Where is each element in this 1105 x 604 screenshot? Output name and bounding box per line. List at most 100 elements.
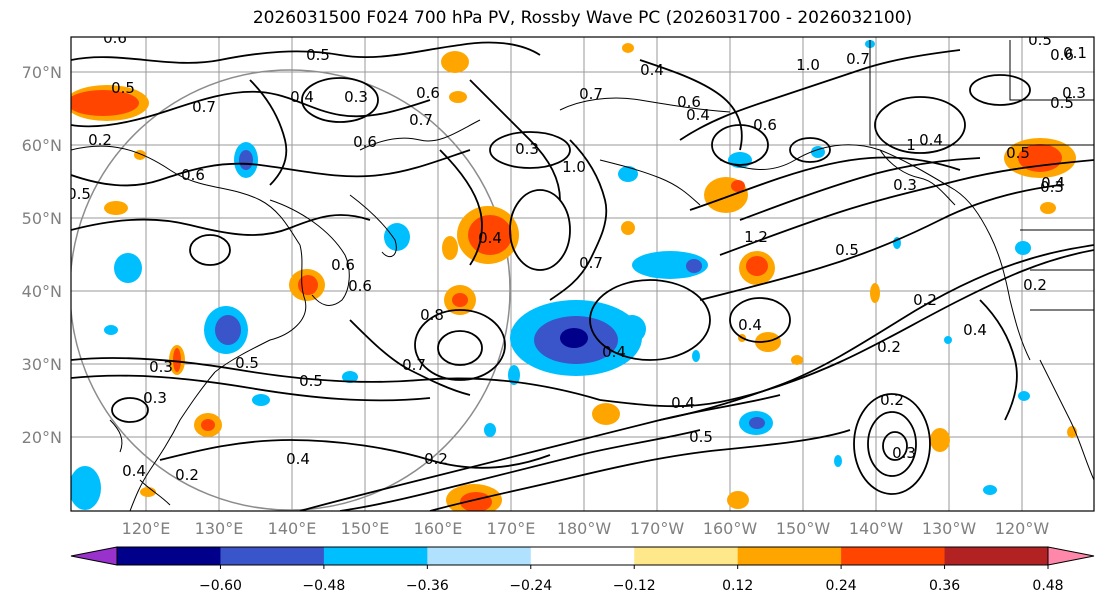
contour-label: 0.8 — [420, 306, 444, 324]
colorbar-tick-label: −0.24 — [509, 578, 552, 594]
colorbar-ticks: −0.60 −0.48 −0.36 −0.24 −0.12 0.12 0.24 0.36 0.4… — [199, 565, 1064, 594]
contour-label: 0.2 — [424, 450, 448, 468]
contour-label: 0.3 — [893, 176, 917, 194]
contour-label: 0.4 — [602, 343, 626, 361]
map-frame — [70, 36, 1095, 512]
colorbar-tick-label: −0.12 — [613, 578, 656, 594]
contour-label: 0.2 — [88, 131, 112, 149]
contour-label: 0.3 — [1062, 84, 1086, 102]
contour-label: 0.4 — [919, 131, 943, 149]
contour-label: 0.6 — [753, 116, 777, 134]
colorbar-tick-label: 0.12 — [722, 578, 753, 594]
contour-label: 0.7 — [579, 254, 603, 272]
colorbar-tick-label: −0.60 — [199, 578, 242, 594]
colorbar-tick-label: 0.24 — [826, 578, 857, 594]
contour-label: 0.4 — [290, 88, 314, 106]
contour-label: 0.7 — [579, 85, 603, 103]
contour-label: 0.6 — [348, 277, 372, 295]
great-circle-outline — [71, 69, 511, 511]
colorbar-segment — [530, 547, 635, 565]
contour-label: 0.4 — [122, 462, 146, 480]
contour-label: 0.5 — [689, 428, 713, 446]
contour-label: 0.5 — [111, 79, 135, 97]
contour-label: 0.4 — [286, 450, 310, 468]
contour-label: 0.5 — [1028, 31, 1052, 49]
longitude-label: 130°W — [922, 519, 977, 538]
contour-label: 0.4 — [1041, 174, 1065, 192]
colorbar-segment — [944, 547, 1049, 565]
contour-label: 0.3 — [149, 358, 173, 376]
contour-label: 0.3 — [892, 444, 916, 462]
contour-label: 0.4 — [478, 229, 502, 247]
contour-label: 0.4 — [963, 321, 987, 339]
contour-label: 0.2 — [877, 338, 901, 356]
latitude-label: 70°N — [22, 63, 62, 82]
longitude-label: 120°E — [122, 519, 171, 538]
colorbar-segment — [737, 547, 842, 565]
longitude-labels: 120°E 130°E 140°E 150°E 160°E 170°E 180°W 170°W… — [122, 519, 1050, 538]
pv-contours — [71, 41, 1094, 511]
colorbar-tick-label: 0.48 — [1032, 578, 1063, 594]
longitude-label: 140°E — [268, 519, 317, 538]
contour-label: 0.6 — [1050, 46, 1074, 64]
negative-anomaly-shading — [71, 40, 1031, 510]
colorbar-segment — [427, 547, 532, 565]
latitude-labels: 70°N 60°N 50°N 40°N 30°N 20°N — [22, 63, 62, 447]
latitude-label: 40°N — [22, 282, 62, 301]
colorbar-segment — [220, 547, 325, 565]
colorbar-frame — [116, 546, 1049, 566]
contour-label: 0.5 — [299, 372, 323, 390]
contour-label: 0.7 — [409, 111, 433, 129]
contour-label: 0.4 — [738, 316, 762, 334]
longitude-label: 150°E — [341, 519, 390, 538]
contour-label: 0.3 — [344, 88, 368, 106]
contour-label: 0.4 — [671, 394, 695, 412]
latitude-label: 50°N — [22, 209, 62, 228]
colorbar-extend-max — [1047, 546, 1095, 566]
longitude-label: 140°W — [849, 519, 904, 538]
longitude-label: 160°W — [703, 519, 758, 538]
longitude-label: 180°W — [557, 519, 612, 538]
contour-label: 0.2 — [175, 466, 199, 484]
contour-label: 0.4 — [640, 61, 664, 79]
map-panel — [71, 37, 1094, 511]
contour-label: 0.5 — [306, 46, 330, 64]
contour-label: 0.3 — [143, 389, 167, 407]
contour-label: 0.6 — [677, 93, 701, 111]
coastlines — [71, 40, 1094, 511]
longitude-label: 150°W — [776, 519, 831, 538]
map-title: 2026031500 F024 700 hPa PV, Rossby Wave … — [252, 8, 913, 28]
contour-label: 0.5 — [1050, 94, 1074, 112]
contour-label: 0.6 — [181, 166, 205, 184]
contour-label: 0.5 — [235, 354, 259, 372]
colorbar-tick-label: −0.36 — [406, 578, 449, 594]
contour-label: 0.5 — [835, 241, 859, 259]
contour-label: 0.7 — [846, 50, 870, 68]
contour-label: 0.2 — [1023, 276, 1047, 294]
latitude-label: 20°N — [22, 428, 62, 447]
contour-label: 0.1 — [1063, 44, 1087, 62]
contour-label: 0.5 — [1006, 144, 1030, 162]
contour-label: 0.2 — [913, 291, 937, 309]
contour-labels: 0.60.50.5 0.4 0.3 0.60.40.7 0.61.0 0.7 0.60.70… — [67, 29, 1087, 484]
contour-label: 1 — [906, 136, 916, 154]
colorbar-segment — [323, 547, 428, 565]
colorbar-segment — [117, 547, 221, 565]
colorbar-segment — [634, 547, 739, 565]
colorbar — [70, 546, 1095, 566]
contour-label: 0.2 — [880, 391, 904, 409]
colorbar-tick-label: 0.36 — [929, 578, 960, 594]
contour-label: 1.0 — [562, 158, 586, 176]
contour-label: 0.3 — [515, 140, 539, 158]
contour-label: 0.5 — [67, 185, 91, 203]
latitude-label: 60°N — [22, 136, 62, 155]
longitude-label: 170°E — [487, 519, 536, 538]
contour-label: 0.7 — [192, 98, 216, 116]
contour-label: 0.6 — [103, 29, 127, 47]
contour-label: 0.6 — [331, 256, 355, 274]
colorbar-extend-min — [70, 546, 118, 566]
contour-label: 1.2 — [744, 228, 768, 246]
longitude-label: 120°W — [995, 519, 1050, 538]
contour-label: 0.3 — [1040, 178, 1064, 196]
